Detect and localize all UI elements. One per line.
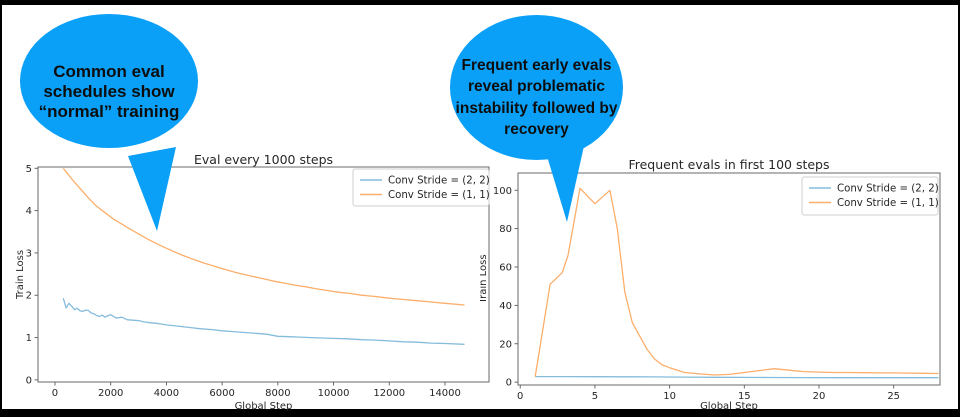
y-tick-label: 2 <box>26 291 32 302</box>
y-tick-label: 3 <box>26 248 32 259</box>
y-tick-label: 1 <box>26 333 32 344</box>
y-tick-label: 80 <box>499 224 512 235</box>
x-tick-label: 0 <box>517 391 523 402</box>
speech-bubble-left-text: Common eval schedules show “normal” trai… <box>38 62 180 121</box>
speech-bubble-right-text: Frequent early evals reveal problematic … <box>455 56 618 139</box>
legend-entry-label: Conv Stride = (2, 2) <box>388 176 490 187</box>
legend-box <box>352 168 490 207</box>
x-tick-label: 6000 <box>209 388 234 399</box>
chart-title: Frequent evals in first 100 steps <box>628 157 829 172</box>
legend-entry-label: Conv Stride = (1, 1) <box>388 190 490 201</box>
chart-frequent-evals-first-100-steps: 0 5 10 15 20 25 0 20 40 60 80 100 Frequent evals in … <box>480 157 941 412</box>
series-line-0 <box>535 375 939 379</box>
series-line-0 <box>62 298 465 345</box>
x-tick-label: 8000 <box>265 388 290 399</box>
x-tick-label: 12000 <box>373 388 405 399</box>
x-tick-label: 2000 <box>98 388 123 399</box>
y-tick-label: 20 <box>499 339 512 350</box>
x-tick-label: 5 <box>592 391 598 402</box>
x-tick-label: 20 <box>813 391 826 402</box>
x-axis-label: Global Step <box>235 401 293 412</box>
x-tick-label: 4000 <box>154 388 179 399</box>
y-tick-label: 0 <box>506 378 512 389</box>
x-tick-label: 0 <box>52 388 58 399</box>
y-tick-label: 0 <box>26 375 32 386</box>
speech-bubble-left: Common eval schedules show “normal” trai… <box>20 14 198 148</box>
legend-entry-label: Conv Stride = (1, 1) <box>837 198 939 209</box>
series-line-1 <box>62 167 465 306</box>
chart-eval-every-1000-steps: 0 2000 4000 6000 8000 10000 12000 14000 0 1 2 3 4 5 Ev… <box>15 153 490 412</box>
legend-entry-label: Conv Stride = (2, 2) <box>837 184 939 195</box>
y-tick-label: 100 <box>493 186 512 197</box>
x-tick-label: 25 <box>887 391 900 402</box>
series-line-1 <box>534 187 939 377</box>
x-tick-label: 15 <box>738 391 751 402</box>
chart-title: Eval every 1000 steps <box>194 153 333 167</box>
y-tick-label: 40 <box>499 301 512 312</box>
y-tick-label: 60 <box>499 263 512 274</box>
legend-box <box>801 176 939 216</box>
speech-bubble-right: Frequent early evals reveal problematic … <box>450 15 623 160</box>
y-tick-label: 5 <box>26 164 32 175</box>
y-axis-label: Train Loss <box>480 254 489 304</box>
x-tick-label: 10 <box>663 391 676 402</box>
x-tick-label: 14000 <box>429 388 461 399</box>
plot-frame <box>37 166 490 383</box>
y-axis-label: Train Loss <box>15 250 26 300</box>
plot-frame <box>517 172 941 386</box>
y-tick-label: 4 <box>26 206 32 217</box>
x-axis-label: Global Step <box>700 401 758 412</box>
x-tick-label: 10000 <box>318 388 350 399</box>
